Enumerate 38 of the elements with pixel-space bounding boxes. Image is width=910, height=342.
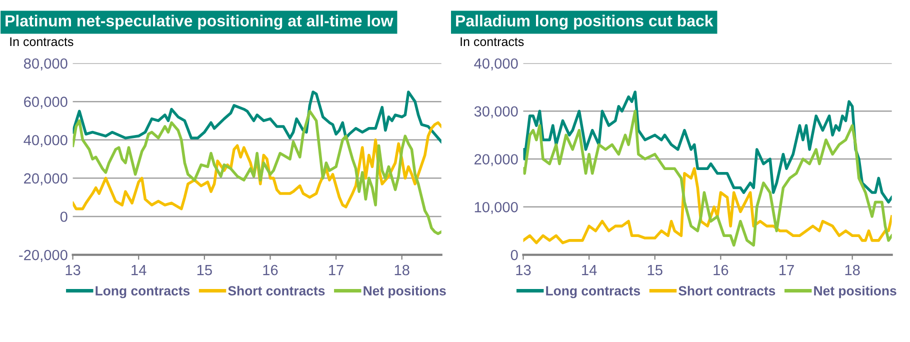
x-tick-label: 14 <box>582 265 597 276</box>
x-tick-label: 13 <box>516 264 531 276</box>
y-tick-label: 60,000 <box>24 96 68 109</box>
legend-label: Short contracts <box>228 286 325 296</box>
chart-title: Platinum net-speculative positioning at all-time low <box>6 14 394 30</box>
y-tick-label: 0 <box>510 250 518 260</box>
y-tick-label: 80,000 <box>24 58 68 70</box>
x-tick-label: 13 <box>66 264 80 276</box>
y-tick-label: 40,000 <box>24 134 68 148</box>
legend-label: Net positions <box>364 286 446 298</box>
y-tick-label: 20,000 <box>474 154 518 166</box>
x-tick-label: 16 <box>263 264 278 276</box>
x-tick-label: 17 <box>780 265 794 276</box>
line-series <box>72 110 442 236</box>
y-tick-label: 20,000 <box>24 173 68 186</box>
x-tick-label: 15 <box>648 265 662 276</box>
line-series <box>72 90 442 144</box>
line-series <box>523 90 892 204</box>
chart-title: Palladium long positions cut back <box>456 14 714 30</box>
x-tick-label: 18 <box>394 264 410 276</box>
line-series <box>523 167 892 244</box>
y-tick-label: 0 <box>60 212 68 222</box>
legend-label: Net positions <box>814 286 896 298</box>
legend-label: Short contracts <box>678 286 776 296</box>
y-axis-title: In contracts <box>460 37 524 46</box>
x-tick-label: 15 <box>197 265 212 276</box>
y-tick-label: 10,000 <box>474 202 518 214</box>
x-tick-label: 18 <box>845 264 860 276</box>
y-tick-label: -20,000 <box>19 250 68 262</box>
y-axis-title: In contracts <box>10 37 74 46</box>
x-tick-label: 17 <box>329 265 344 276</box>
y-tick-label: 40,000 <box>474 58 518 70</box>
line-series <box>523 110 892 247</box>
legend-label: Long contracts <box>546 286 640 298</box>
legend-label: Long contracts <box>96 286 190 298</box>
y-tick-label: 30,000 <box>474 106 518 118</box>
x-tick-label: 16 <box>714 264 728 276</box>
x-tick-label: 14 <box>132 265 146 276</box>
